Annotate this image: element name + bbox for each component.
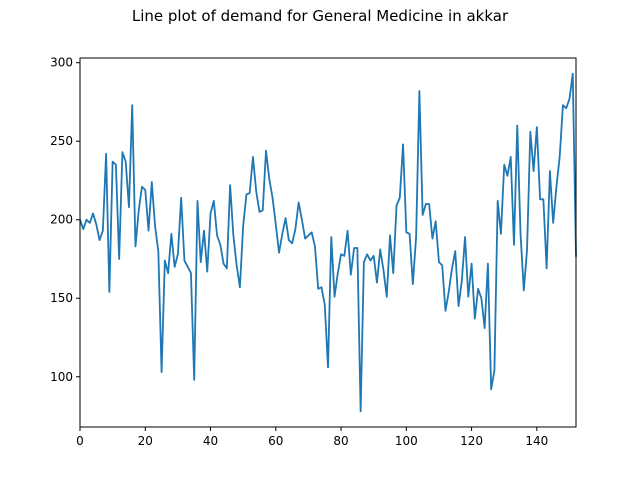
y-tick-label: 300 bbox=[50, 56, 73, 70]
y-tick-label: 150 bbox=[50, 291, 73, 305]
y-tick-label: 250 bbox=[50, 134, 73, 148]
x-tick-label: 100 bbox=[395, 434, 418, 448]
x-tick-label: 0 bbox=[76, 434, 84, 448]
series-line bbox=[78, 72, 577, 413]
x-tick-label: 140 bbox=[525, 434, 548, 448]
x-tick-label: 60 bbox=[268, 434, 283, 448]
x-tick-label: 120 bbox=[460, 434, 483, 448]
y-tick-label: 200 bbox=[50, 213, 73, 227]
x-tick-label: 40 bbox=[203, 434, 218, 448]
y-tick-label: 100 bbox=[50, 370, 73, 384]
x-tick-label: 80 bbox=[333, 434, 348, 448]
chart-title: Line plot of demand for General Medicine… bbox=[131, 7, 509, 25]
plot-frame bbox=[79, 57, 577, 428]
x-tick-label: 20 bbox=[138, 434, 153, 448]
